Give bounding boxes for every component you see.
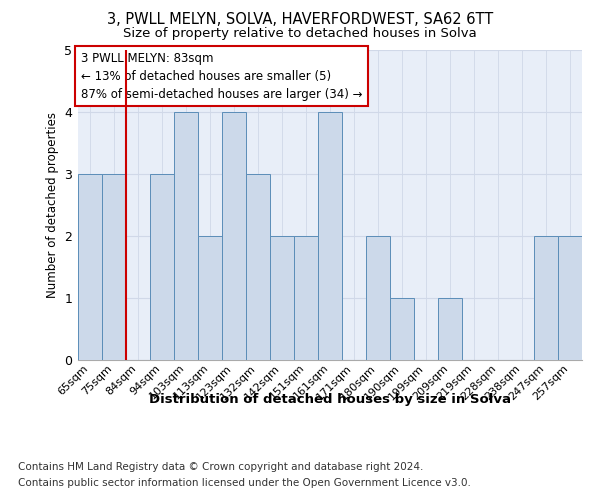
Y-axis label: Number of detached properties: Number of detached properties	[46, 112, 59, 298]
Text: Contains public sector information licensed under the Open Government Licence v3: Contains public sector information licen…	[18, 478, 471, 488]
Bar	[318, 112, 342, 360]
Text: 3, PWLL MELYN, SOLVA, HAVERFORDWEST, SA62 6TT: 3, PWLL MELYN, SOLVA, HAVERFORDWEST, SA6…	[107, 12, 493, 28]
Bar	[222, 112, 246, 360]
Bar	[534, 236, 558, 360]
Bar	[294, 236, 318, 360]
Bar	[102, 174, 126, 360]
Bar	[246, 174, 270, 360]
Text: 3 PWLL MELYN: 83sqm
← 13% of detached houses are smaller (5)
87% of semi-detache: 3 PWLL MELYN: 83sqm ← 13% of detached ho…	[80, 52, 362, 100]
Bar	[78, 174, 102, 360]
Bar	[390, 298, 414, 360]
Bar	[558, 236, 582, 360]
Bar	[198, 236, 222, 360]
Bar	[174, 112, 198, 360]
Text: Size of property relative to detached houses in Solva: Size of property relative to detached ho…	[123, 28, 477, 40]
Bar	[270, 236, 294, 360]
Bar	[366, 236, 390, 360]
Text: Contains HM Land Registry data © Crown copyright and database right 2024.: Contains HM Land Registry data © Crown c…	[18, 462, 424, 472]
Bar	[438, 298, 462, 360]
Bar	[150, 174, 174, 360]
Text: Distribution of detached houses by size in Solva: Distribution of detached houses by size …	[149, 392, 511, 406]
